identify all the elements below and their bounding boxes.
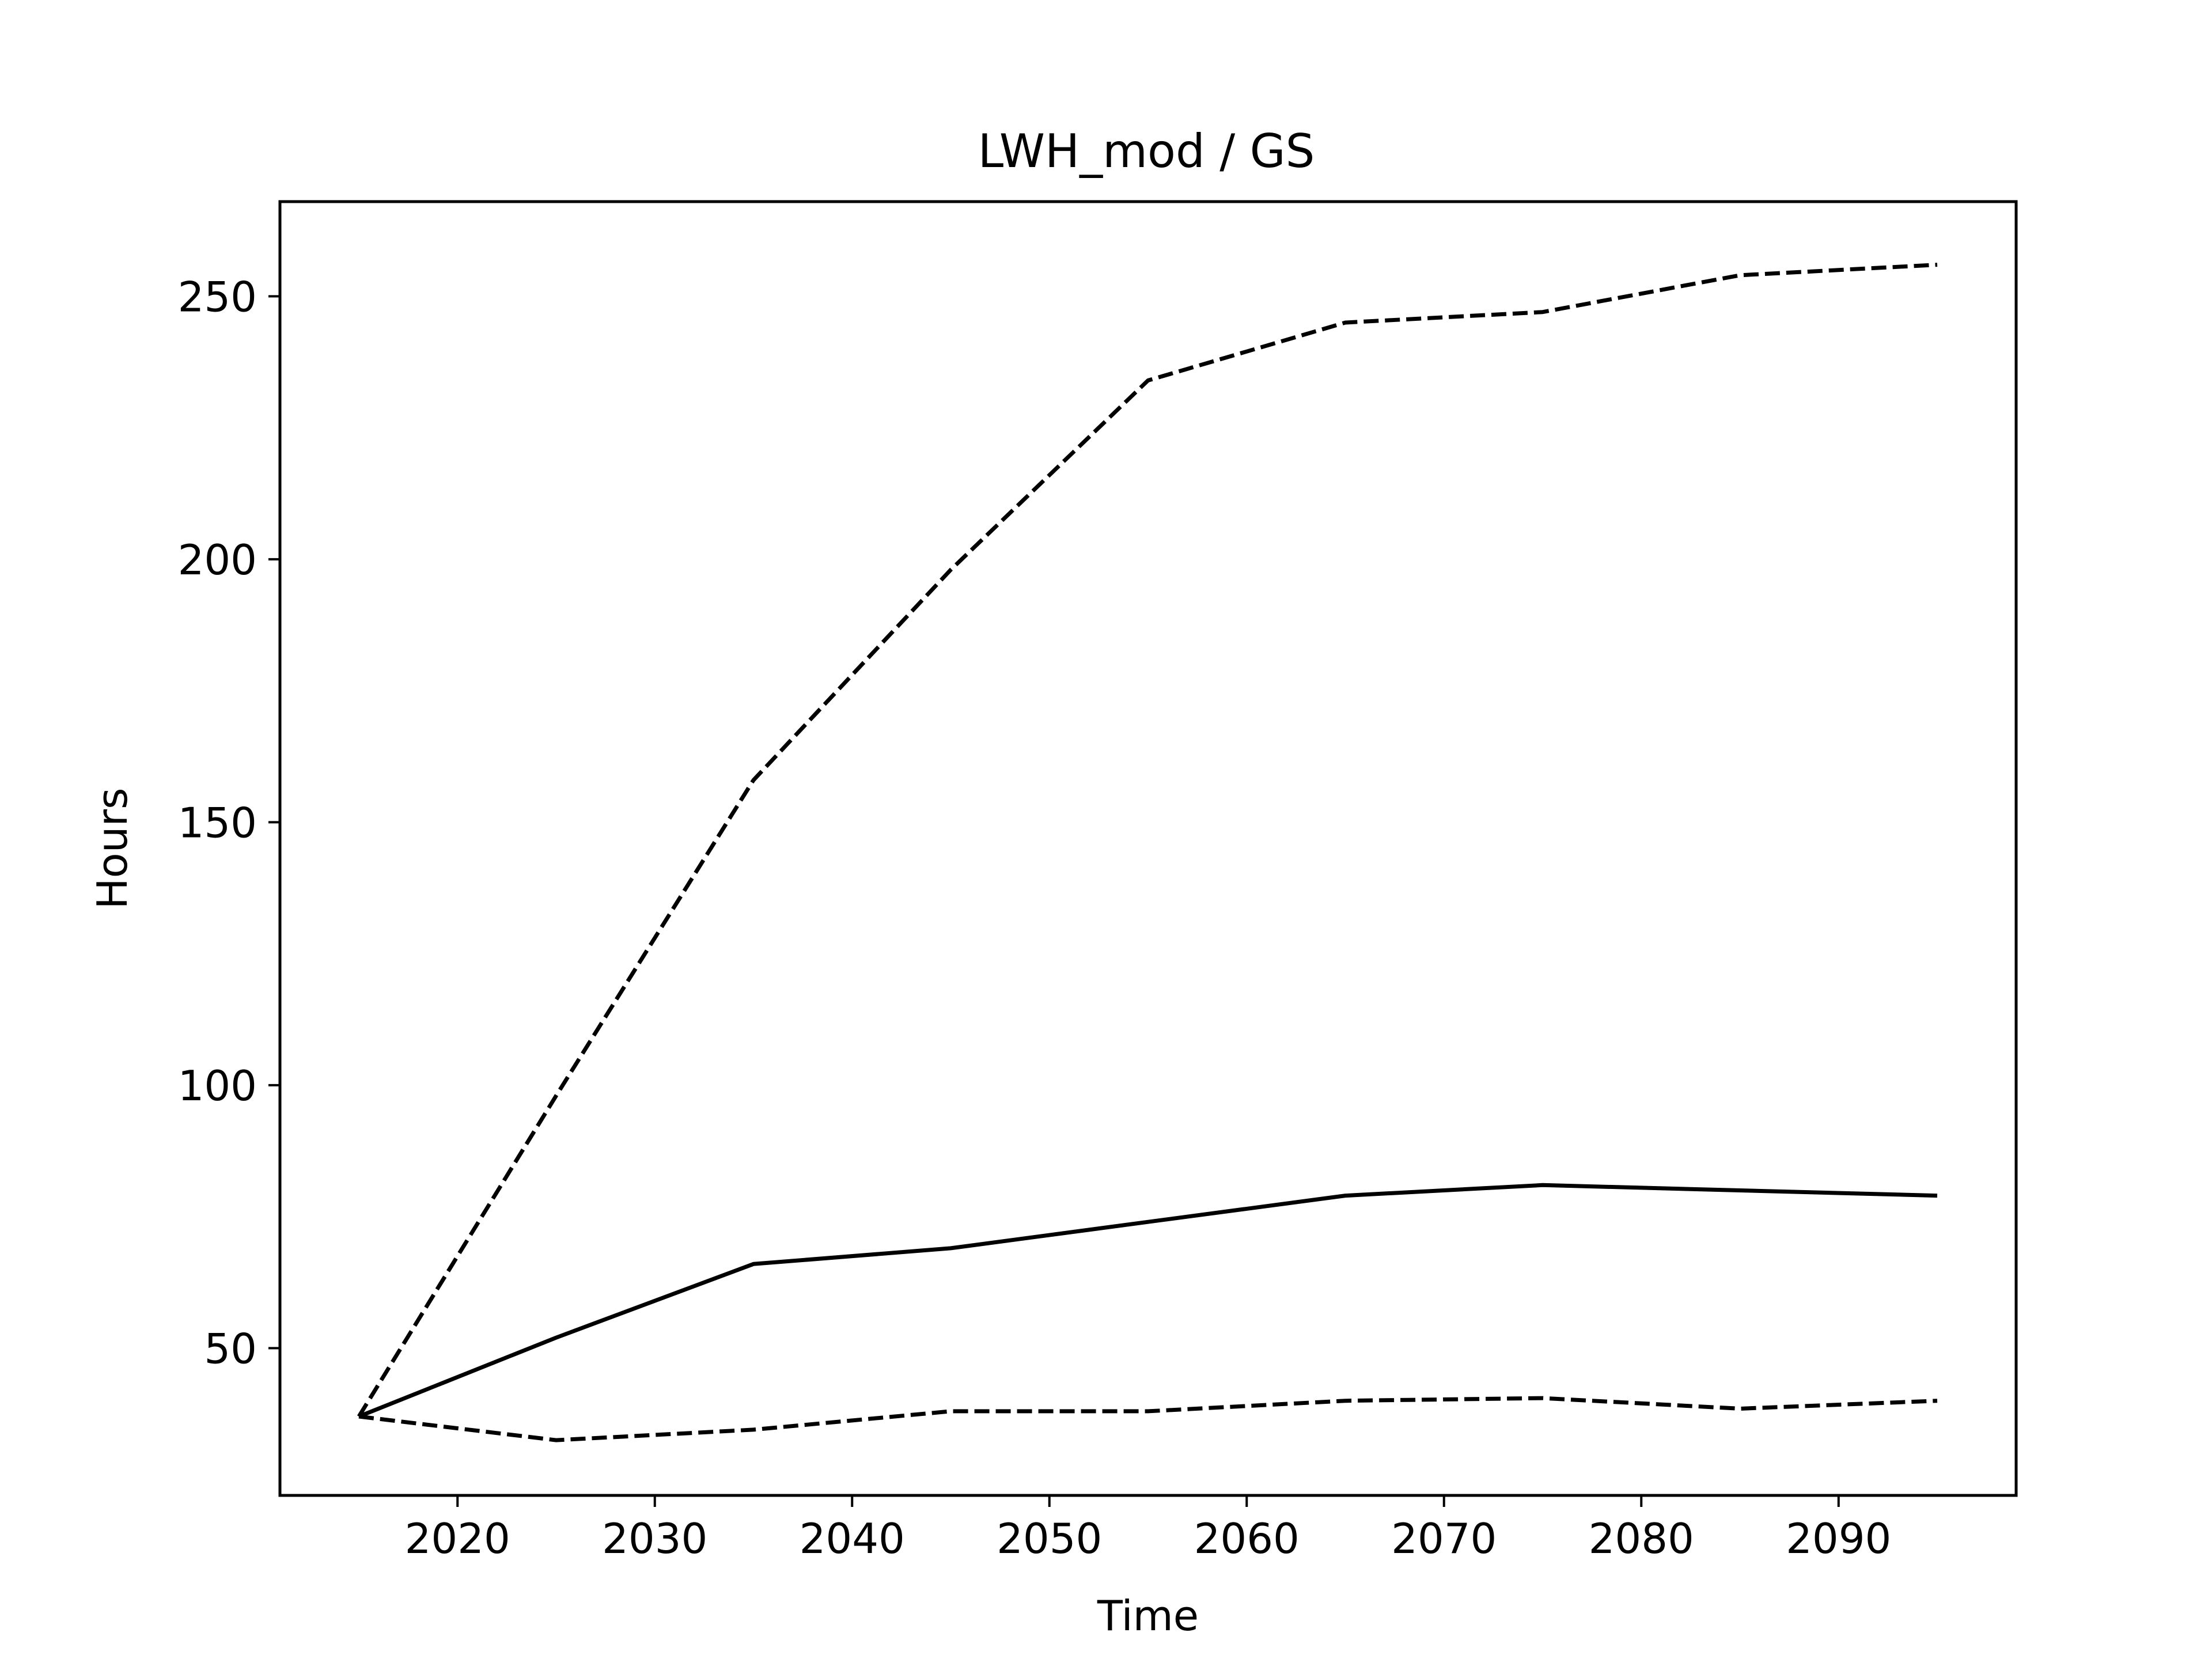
y-tick-label: 50 [204,1324,257,1373]
x-axis-ticks: 2020 2030 2040 2050 2060 2070 2080 2090 [405,1495,1891,1563]
x-tick-label: 2090 [1786,1514,1891,1563]
x-axis-label: Time [1097,1592,1199,1640]
x-tick-label: 2050 [997,1514,1102,1563]
y-tick-label: 200 [178,536,257,584]
y-tick-label: 250 [178,272,257,321]
x-tick-label: 2070 [1391,1514,1497,1563]
plot-lines [357,263,1938,1442]
x-tick-label: 2030 [602,1514,707,1563]
y-axis-ticks: 50 100 150 200 250 [178,272,280,1373]
y-tick-label: 150 [178,798,257,847]
axes-frame [278,200,2018,1497]
y-tick-label: 100 [178,1062,257,1110]
x-tick-label: 2060 [1194,1514,1300,1563]
x-tick-label: 2020 [405,1514,510,1563]
series-line-3 [358,1396,1938,1442]
x-tick-label: 2080 [1589,1514,1694,1563]
chart-title: LWH_mod / GS [978,124,1315,178]
x-tick-label: 2040 [800,1514,905,1563]
series-line-2 [358,1183,1938,1419]
y-axis-label: Hours [88,788,137,910]
series-line-1 [357,263,1938,1418]
